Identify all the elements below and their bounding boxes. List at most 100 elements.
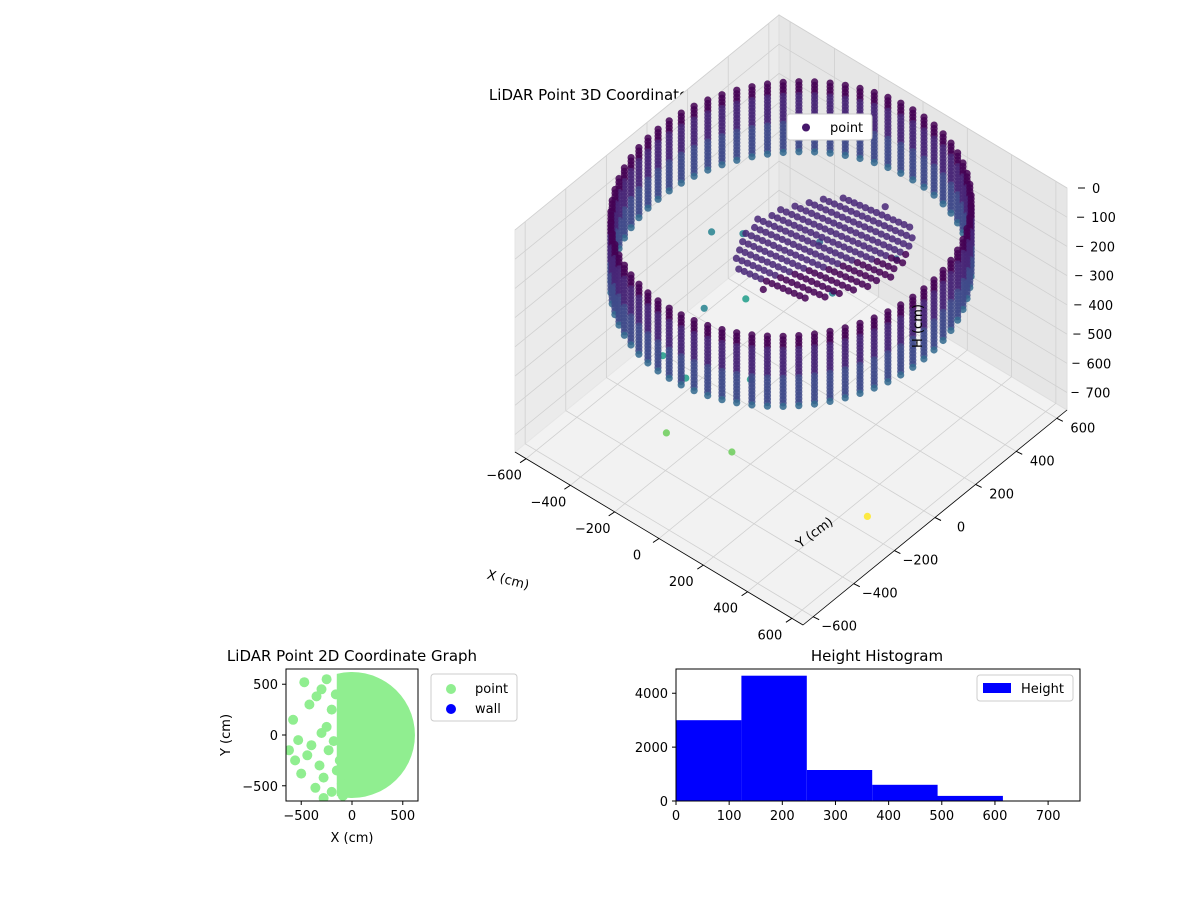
lidar-point-3d [808,258,817,266]
lidar-point-3d [789,259,797,267]
lidar-point-3d [897,371,905,379]
lidar-point-3d [770,241,778,249]
lidar-point-3d [743,259,752,267]
legend-3d: point [786,113,873,141]
lidar-point-3d [742,295,750,303]
lidar-point-3d [864,263,873,271]
lidar-point-3d [782,276,790,284]
lidar-point-3d [857,250,865,258]
lidar-point-3d [834,260,842,268]
lidar-point-3d [863,234,871,242]
lidar-point-3d [813,212,821,220]
lidar-point-3d [853,259,862,267]
lidar-point-3d [770,222,779,230]
height-histogram-chart: Height Histogram 0 100 200 300 400 500 600 7000… [635,647,1081,824]
lidar-point-3d [902,231,911,239]
lidar-point-3d [883,232,891,241]
lidar-point-3d [790,221,798,229]
lidar-point-3d [792,251,800,259]
scatter-2d-point [310,782,321,793]
legend-histogram-swatch [983,683,1011,693]
lidar-point-3d [845,264,853,273]
lidar-point-3d [856,201,864,209]
lidar-point-3d [811,201,819,209]
lidar-point-3d [816,203,824,212]
legend-2d-point-marker [446,684,456,694]
y-tick-label-3d: 200 [989,487,1014,502]
lidar-point-3d [867,274,875,282]
y-tick-mark-3d [1016,450,1023,455]
scatter-2d-point [336,778,347,789]
x-gridline-3d [791,181,1057,619]
y-tick-mark-3d [934,517,942,521]
lidar-point-3d [822,206,830,214]
lidar-point-3d [772,252,780,260]
h-tick-label-3d: 0 [1092,182,1100,197]
scatter-2d-point [318,772,329,783]
lidar-point-3d [821,225,829,233]
h-tick-label-3d: 100 [1091,211,1116,226]
y-tick-label-2d: 500 [253,678,278,693]
lidar-point-3d [813,280,821,288]
lidar-point-3d [908,234,916,242]
lidar-point-3d [844,216,852,224]
lidar-point-3d [815,223,824,231]
legend-2d-point-label: point [475,682,508,697]
lidar-point-3d [654,195,662,203]
lidar-point-3d [853,210,861,218]
lidar-point-3d [856,154,864,163]
lidar-point-3d [859,261,867,269]
lidar-point-3d [874,238,882,246]
lidar-point-3d [799,215,807,223]
h-tick-label-3d: 500 [1087,328,1112,343]
lidar-point-3d [775,244,783,252]
lidar-point-3d [654,367,662,375]
legend-3d-point-label: point [830,121,863,136]
lidar-point-3d [747,251,755,259]
lidar-point-3d [756,226,764,234]
lidar-point-3d [700,304,708,312]
lidar-point-3d [718,396,726,404]
h-tick-label-3d: 600 [1086,357,1111,372]
lidar-point-3d [815,242,823,250]
3d-points [607,78,975,521]
lidar-point-3d [878,211,886,219]
scatter-2d-point [286,745,294,756]
lidar-point-3d [777,255,786,263]
lidar-point-3d [758,237,767,245]
lidar-point-3d [883,213,892,221]
x-tick-label-hist: 400 [876,809,901,824]
lidar-point-3d [677,179,685,187]
lidar-point-3d [856,389,864,397]
lidar-point-3d [800,245,809,253]
scatter-2d-point [306,740,317,751]
lidar-point-3d [872,277,881,285]
lidar-point-3d [690,172,698,180]
lidar-point-3d [796,224,804,232]
lidar-point-3d [787,230,795,238]
y-tick-mark-3d [975,483,982,488]
lidar-point-3d [635,350,643,358]
lidar-point-3d [740,267,748,276]
lidar-point-3d [744,240,752,248]
lidar-point-3d [850,267,858,275]
x-tick-label-hist: 100 [717,809,742,824]
lidar-point-3d [868,236,877,244]
lidar-point-3d [808,277,816,285]
lidar-point-3d [750,242,758,251]
x-tick-mark-3d [652,538,660,543]
lidar-point-3d [821,293,829,301]
lidar-point-3d [849,218,858,226]
lidar-point-3d [742,229,750,237]
3d-ticks: −600 −400 −200 0 200 400 600 −600 −400 −200 0 200 40… [486,182,1116,643]
lidar-point-3d [818,233,826,241]
lidar-point-3d [882,252,890,260]
lidar-point-3d [627,224,635,232]
lidar-point-3d [814,261,822,269]
lidar-point-3d [779,402,787,410]
lidar-point-3d [760,266,768,274]
lidar-point-3d [819,282,827,290]
lidar-point-3d [861,223,869,231]
scatter-2d-point [321,721,332,732]
lidar-point-3d [704,392,712,400]
